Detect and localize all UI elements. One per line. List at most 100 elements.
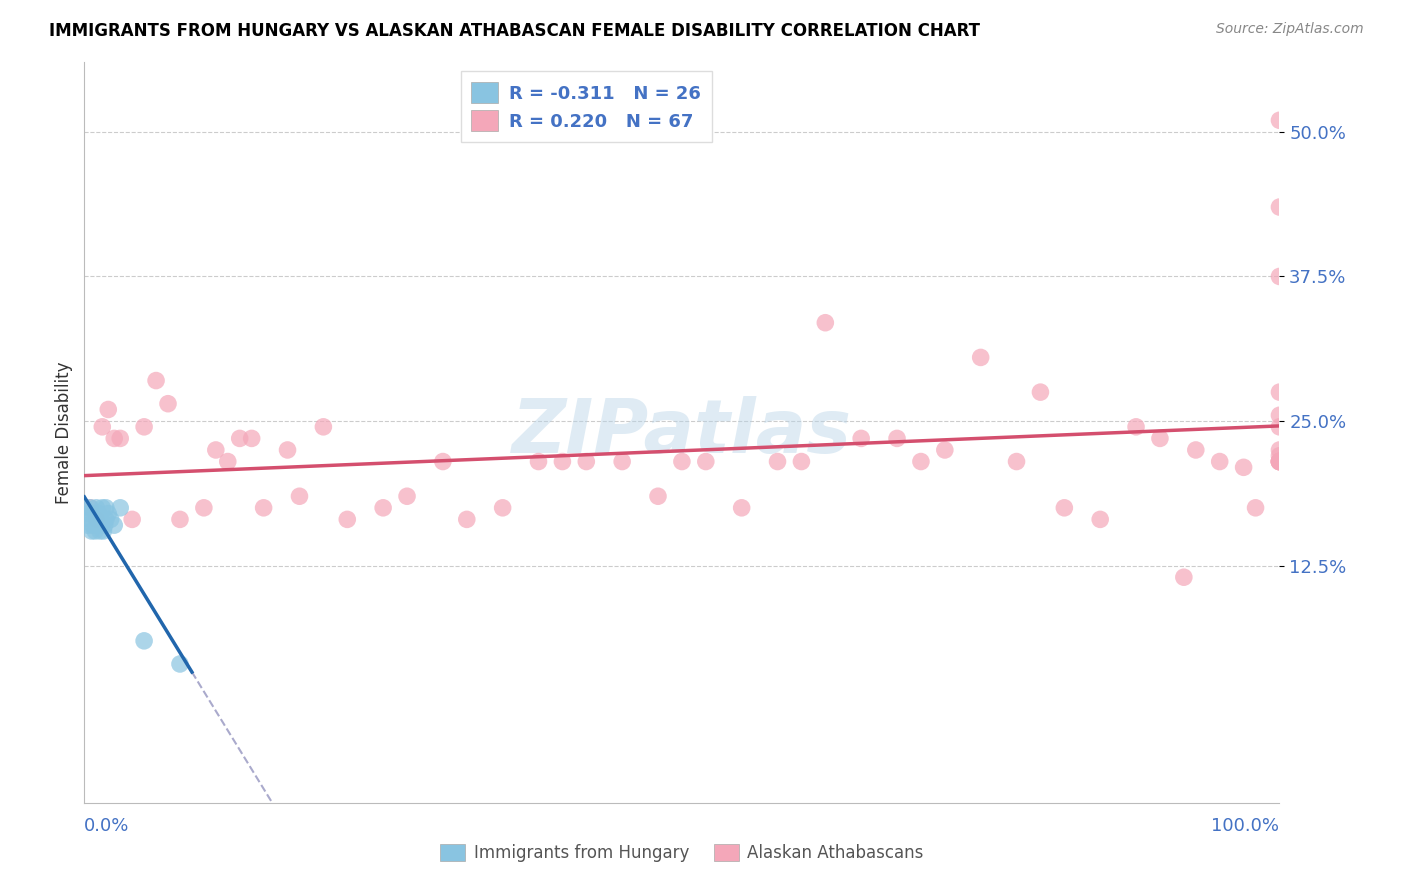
Point	[80, 524, 103, 538]
Point	[110, 431, 132, 445]
Point	[132, 420, 156, 434]
Text: Source: ZipAtlas.com: Source: ZipAtlas.com	[1216, 22, 1364, 37]
Point	[851, 431, 873, 445]
Point	[814, 316, 837, 330]
Point	[100, 512, 122, 526]
Point	[121, 512, 143, 526]
Point	[1149, 431, 1171, 445]
Point	[94, 500, 117, 515]
Point	[87, 507, 110, 521]
Point	[1244, 500, 1267, 515]
Point	[790, 454, 813, 468]
Point	[1268, 113, 1291, 128]
Point	[229, 431, 252, 445]
Point	[1209, 454, 1232, 468]
Point	[193, 500, 215, 515]
Point	[1125, 420, 1147, 434]
Legend: R = -0.311   N = 26, R = 0.220   N = 67: R = -0.311 N = 26, R = 0.220 N = 67	[461, 71, 711, 142]
Point	[103, 518, 125, 533]
Text: 100.0%: 100.0%	[1212, 817, 1279, 835]
Point	[205, 442, 228, 457]
Point	[886, 431, 908, 445]
Point	[492, 500, 515, 515]
Y-axis label: Female Disability: Female Disability	[55, 361, 73, 504]
Point	[77, 507, 100, 521]
Point	[766, 454, 789, 468]
Point	[94, 512, 117, 526]
Point	[91, 420, 114, 434]
Point	[89, 524, 111, 538]
Point	[396, 489, 419, 503]
Point	[1268, 420, 1291, 434]
Point	[86, 512, 108, 526]
Point	[77, 518, 100, 533]
Point	[240, 431, 263, 445]
Point	[1029, 385, 1052, 400]
Point	[91, 500, 114, 515]
Point	[86, 512, 108, 526]
Point	[217, 454, 239, 468]
Point	[82, 518, 104, 533]
Text: ZIPatlas: ZIPatlas	[512, 396, 852, 469]
Point	[169, 512, 191, 526]
Point	[1268, 454, 1291, 468]
Point	[671, 454, 693, 468]
Point	[93, 518, 115, 533]
Point	[132, 633, 156, 648]
Point	[1268, 454, 1291, 468]
Point	[1233, 460, 1256, 475]
Point	[1268, 409, 1291, 423]
Point	[312, 420, 335, 434]
Point	[1268, 454, 1291, 468]
Point	[970, 351, 993, 365]
Point	[575, 454, 598, 468]
Point	[97, 402, 120, 417]
Point	[1268, 385, 1291, 400]
Point	[79, 500, 101, 515]
Point	[103, 431, 125, 445]
Point	[1268, 449, 1291, 463]
Point	[97, 507, 120, 521]
Point	[1053, 500, 1076, 515]
Point	[647, 489, 669, 503]
Point	[277, 442, 299, 457]
Point	[145, 374, 167, 388]
Point	[253, 500, 276, 515]
Point	[157, 397, 180, 411]
Point	[110, 500, 132, 515]
Point	[432, 454, 454, 468]
Point	[527, 454, 550, 468]
Point	[1173, 570, 1195, 584]
Point	[83, 507, 105, 521]
Point	[84, 524, 107, 538]
Point	[1268, 454, 1291, 468]
Point	[336, 512, 359, 526]
Point	[1268, 442, 1291, 457]
Point	[1090, 512, 1112, 526]
Point	[288, 489, 311, 503]
Point	[1268, 269, 1291, 284]
Point	[1185, 442, 1208, 457]
Point	[79, 512, 101, 526]
Point	[73, 500, 96, 515]
Point	[93, 524, 115, 538]
Point	[934, 442, 956, 457]
Point	[910, 454, 932, 468]
Point	[86, 518, 108, 533]
Point	[79, 500, 101, 515]
Point	[90, 512, 112, 526]
Point	[456, 512, 478, 526]
Point	[1268, 454, 1291, 468]
Text: IMMIGRANTS FROM HUNGARY VS ALASKAN ATHABASCAN FEMALE DISABILITY CORRELATION CHAR: IMMIGRANTS FROM HUNGARY VS ALASKAN ATHAB…	[49, 22, 980, 40]
Point	[1268, 200, 1291, 214]
Point	[169, 657, 191, 671]
Point	[551, 454, 574, 468]
Point	[373, 500, 395, 515]
Point	[695, 454, 717, 468]
Point	[1268, 454, 1291, 468]
Point	[1005, 454, 1028, 468]
Text: 0.0%: 0.0%	[84, 817, 129, 835]
Point	[612, 454, 634, 468]
Point	[731, 500, 754, 515]
Point	[86, 500, 108, 515]
